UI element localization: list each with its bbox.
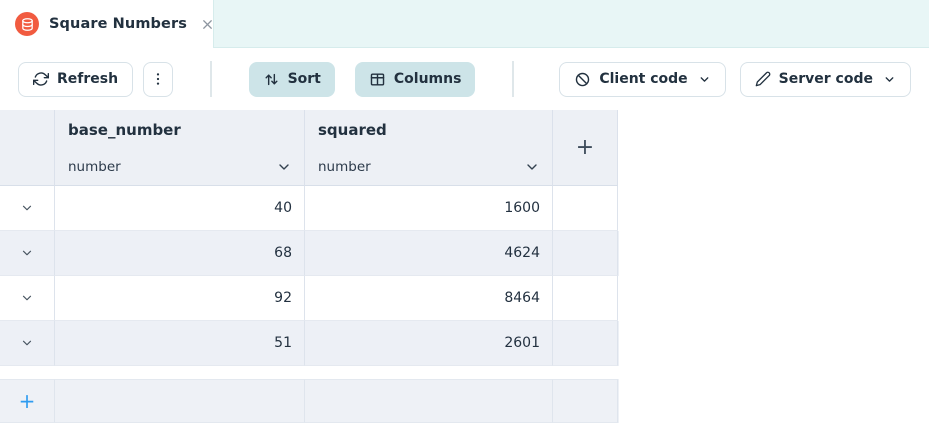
cell-base-number[interactable]: 92 — [55, 276, 305, 321]
add-row-plus-icon[interactable]: + — [0, 379, 55, 423]
tab-strip-empty-area — [213, 0, 929, 48]
toolbar-divider — [512, 61, 514, 97]
cell-base-number[interactable]: 51 — [55, 321, 305, 366]
row-filler-cell — [553, 186, 618, 231]
refresh-button[interactable]: Refresh — [18, 61, 134, 97]
column-type: number — [318, 159, 371, 175]
more-options-button[interactable] — [143, 61, 174, 97]
column-type: number — [68, 159, 121, 175]
table-row: 68 4624 — [0, 231, 619, 276]
row-filler-cell — [553, 321, 618, 366]
chevron-down-icon — [279, 164, 289, 170]
row-expand-button[interactable] — [0, 276, 55, 321]
table-row: 92 8464 — [0, 276, 619, 321]
refresh-icon — [33, 72, 49, 86]
chevron-down-icon — [22, 340, 32, 346]
toolbar: Refresh Sort Columns — [0, 48, 929, 110]
kebab-menu-icon — [156, 73, 160, 85]
column-header-squared[interactable]: squared number — [305, 110, 553, 186]
cell-squared[interactable]: 2601 — [305, 321, 553, 366]
pencil-icon — [755, 71, 771, 87]
columns-button[interactable]: Columns — [354, 61, 476, 97]
cell-squared[interactable]: 4624 — [305, 231, 553, 276]
sort-label: Sort — [287, 71, 321, 87]
cell-squared[interactable]: 8464 — [305, 276, 553, 321]
chevron-down-icon — [885, 76, 894, 82]
column-name: squared — [318, 121, 387, 139]
row-filler-cell — [553, 231, 618, 276]
row-expand-button[interactable] — [0, 321, 55, 366]
chevron-down-icon — [700, 76, 709, 82]
add-row-cell — [305, 379, 553, 423]
close-icon[interactable] — [200, 17, 215, 32]
grid-gap — [0, 366, 619, 379]
client-code-button[interactable]: Client code — [559, 61, 726, 97]
ban-icon — [576, 72, 590, 86]
server-code-label: Server code — [778, 71, 873, 87]
add-row-cell — [553, 379, 618, 423]
chevron-down-icon — [527, 164, 537, 170]
cell-base-number[interactable]: 68 — [55, 231, 305, 276]
data-grid: base_number number squared number + — [0, 110, 619, 423]
grid-header-row: base_number number squared number + — [0, 110, 619, 186]
table-row: 40 1600 — [0, 186, 619, 231]
add-column-button[interactable]: + — [553, 110, 618, 186]
columns-label: Columns — [393, 71, 462, 87]
columns-icon — [370, 72, 385, 86]
tab-bar: Square Numbers — [0, 0, 929, 48]
refresh-label: Refresh — [57, 71, 119, 87]
sort-button[interactable]: Sort — [248, 61, 335, 97]
sort-arrows-icon — [265, 73, 278, 85]
tab-title: Square Numbers — [49, 16, 187, 32]
column-name: base_number — [68, 121, 181, 139]
cell-squared[interactable]: 1600 — [305, 186, 553, 231]
header-expander-cell — [0, 110, 55, 186]
chevron-down-icon — [22, 205, 32, 211]
tab-square-numbers[interactable]: Square Numbers — [0, 0, 213, 48]
table-row: 51 2601 — [0, 321, 619, 366]
add-row-button[interactable]: + — [0, 379, 619, 423]
client-code-label: Client code — [599, 71, 688, 87]
server-code-button[interactable]: Server code — [739, 61, 911, 97]
row-filler-cell — [553, 276, 618, 321]
add-row-cell — [55, 379, 305, 423]
chevron-down-icon — [22, 295, 32, 301]
toolbar-divider — [210, 61, 212, 97]
cell-base-number[interactable]: 40 — [55, 186, 305, 231]
chevron-down-icon — [22, 250, 32, 256]
row-expand-button[interactable] — [0, 186, 55, 231]
code-buttons-group: Client code Server code — [559, 61, 911, 97]
row-expand-button[interactable] — [0, 231, 55, 276]
database-icon — [15, 12, 39, 36]
column-header-base-number[interactable]: base_number number — [55, 110, 305, 186]
